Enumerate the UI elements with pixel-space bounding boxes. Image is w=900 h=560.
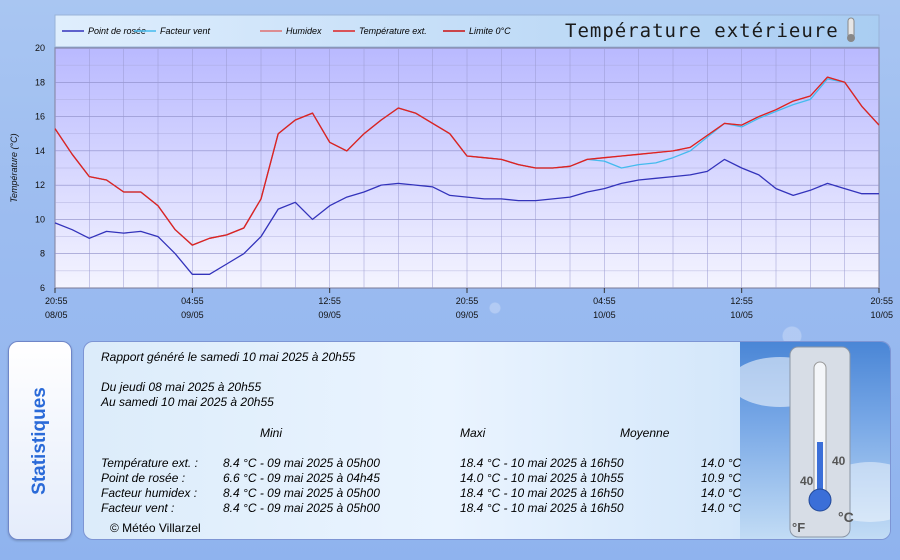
thermometer-small-icon — [847, 17, 855, 42]
row-maxi: 18.4 °C - 10 mai 2025 à 16h50 — [460, 456, 624, 470]
statistics-side-tab: Statistiques — [8, 341, 72, 540]
x-tick-date: 08/05 — [45, 310, 68, 320]
row-maxi: 18.4 °C - 10 mai 2025 à 16h50 — [460, 486, 624, 500]
row-moyenne: 10.9 °C — [701, 471, 742, 485]
row-label: Facteur humidex : — [101, 486, 198, 500]
row-mini: 8.4 °C - 09 mai 2025 à 05h00 — [223, 486, 380, 500]
row-moyenne: 14.0 °C — [701, 486, 742, 500]
report-generated: Rapport généré le samedi 10 mai 2025 à 2… — [101, 350, 356, 364]
legend-label: Point de rosée — [88, 26, 146, 36]
row-mini: 8.4 °C - 09 mai 2025 à 05h00 — [223, 456, 380, 470]
x-tick-time: 20:55 — [870, 296, 893, 306]
row-label: Facteur vent : — [101, 501, 175, 515]
x-tick-date: 09/05 — [318, 310, 341, 320]
thermo-scale-1: 40 — [832, 454, 846, 468]
x-tick-time: 12:55 — [318, 296, 341, 306]
x-tick-time: 20:55 — [456, 296, 479, 306]
x-tick-date: 09/05 — [456, 310, 479, 320]
legend-label: Limite 0°C — [469, 26, 511, 36]
thermo-fahrenheit-label: °F — [792, 520, 805, 535]
x-tick-date: 10/05 — [593, 310, 616, 320]
thermometer-image: 40 40 °F °C — [730, 342, 890, 539]
legend-bar — [54, 14, 880, 48]
x-tick-time: 20:55 — [45, 296, 68, 306]
row-maxi: 18.4 °C - 10 mai 2025 à 16h50 — [460, 501, 624, 515]
x-tick-time: 04:55 — [181, 296, 204, 306]
row-mini: 8.4 °C - 09 mai 2025 à 05h00 — [223, 501, 380, 515]
x-tick-date: 09/05 — [181, 310, 204, 320]
y-tick-label: 8 — [40, 249, 45, 259]
copyright: © Météo Villarzel — [110, 521, 201, 535]
series-line-point-de-ros-e — [54, 158, 879, 275]
chart-title: Température extérieure — [565, 20, 839, 42]
series-lines — [54, 76, 880, 275]
header-mini: Mini — [260, 426, 283, 440]
row-moyenne: 14.0 °C — [701, 456, 742, 470]
y-tick-label: 14 — [35, 146, 45, 156]
legend-label: Température ext. — [359, 26, 427, 36]
x-tick-date: 10/05 — [730, 310, 753, 320]
y-axis-label: Température (°C) — [9, 133, 19, 202]
y-tick-label: 6 — [40, 283, 45, 293]
y-axis: 6 8 10 12 14 16 18 20 — [35, 43, 45, 293]
y-tick-label: 12 — [35, 180, 45, 190]
x-tick-time: 12:55 — [730, 296, 753, 306]
row-maxi: 14.0 °C - 10 mai 2025 à 10h55 — [460, 471, 624, 485]
statistics-side-title: Statistiques — [29, 386, 50, 495]
chart-legend: Point de rosée Facteur vent Humidex Tempéra… — [62, 26, 511, 36]
x-tick-time: 04:55 — [593, 296, 616, 306]
row-label: Température ext. : — [101, 456, 198, 470]
row-mini: 6.6 °C - 09 mai 2025 à 04h45 — [223, 471, 380, 485]
y-tick-label: 10 — [35, 214, 45, 224]
period-from: Du jeudi 08 mai 2025 à 20h55 — [101, 380, 262, 394]
header-moyenne: Moyenne — [620, 426, 670, 440]
row-moyenne: 14.0 °C — [701, 501, 742, 515]
thermo-celsius-label: °C — [838, 509, 854, 525]
thermo-scale-2: 40 — [800, 474, 814, 488]
temperature-chart: Point de rosée Facteur vent Humidex Tempéra… — [9, 14, 893, 320]
x-tick-date: 10/05 — [870, 310, 893, 320]
legend-label: Facteur vent — [160, 26, 211, 36]
y-tick-label: 16 — [35, 112, 45, 122]
series-line-temp-rature-ext- — [54, 76, 880, 246]
period-to: Au samedi 10 mai 2025 à 20h55 — [101, 395, 274, 409]
x-axis: 20:55 08/05 04:55 09/05 12:55 09/05 20:55 09/05… — [45, 288, 893, 320]
header-maxi: Maxi — [460, 426, 486, 440]
y-tick-label: 20 — [35, 43, 45, 53]
legend-label: Humidex — [286, 26, 322, 36]
y-tick-label: 18 — [35, 77, 45, 87]
statistics-panel: 40 40 °F °C Rapport généré le samedi 10 … — [83, 341, 891, 540]
row-label: Point de rosée : — [101, 471, 186, 485]
